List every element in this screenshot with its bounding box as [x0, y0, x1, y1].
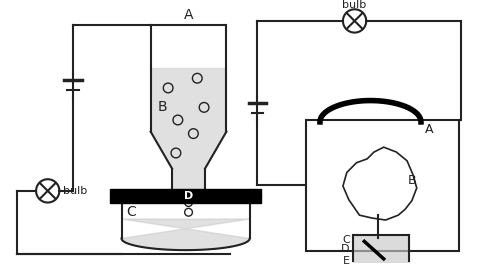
Text: D: D: [184, 191, 193, 201]
FancyBboxPatch shape: [306, 120, 459, 251]
Text: C: C: [126, 205, 136, 219]
Text: A: A: [184, 8, 193, 22]
Text: B: B: [157, 100, 167, 114]
Text: B: B: [408, 174, 417, 187]
Text: C: C: [342, 235, 350, 246]
Polygon shape: [151, 69, 227, 195]
Text: bulb: bulb: [342, 1, 367, 10]
Polygon shape: [121, 219, 250, 250]
Text: D: D: [341, 244, 350, 254]
Text: A: A: [425, 123, 433, 136]
Text: E: E: [343, 256, 350, 266]
Text: bulb: bulb: [63, 186, 87, 196]
